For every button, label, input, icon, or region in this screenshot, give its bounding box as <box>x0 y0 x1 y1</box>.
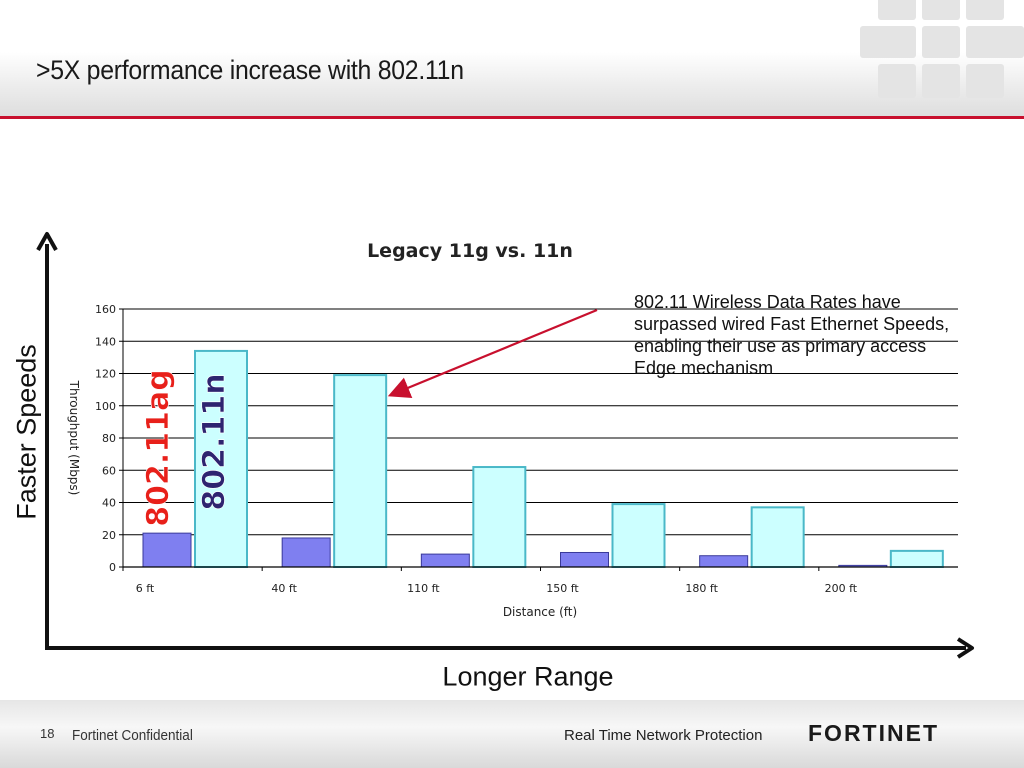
y-axis-arrowhead <box>36 232 58 251</box>
slide-title: >5X performance increase with 802.11n <box>36 55 464 85</box>
header-band <box>0 0 1024 116</box>
tagline: Real Time Network Protection <box>564 727 763 744</box>
header-decoration <box>860 0 1024 98</box>
y-tick-label: 100 <box>95 400 116 413</box>
series-label-80211ag: 802.11ag <box>141 369 176 527</box>
fortinet-logo: FORTINET <box>808 720 939 746</box>
y-tick-label: 20 <box>102 529 116 542</box>
bar-80211n <box>889 549 944 568</box>
y-tick-label: 60 <box>102 464 116 477</box>
fortinet-logo-text: FORTINET <box>808 720 939 746</box>
y-tick-label: 140 <box>95 335 116 348</box>
x-axis-arrowhead <box>956 637 974 659</box>
bar-80211n <box>472 466 527 568</box>
x-tick-label: 200 ft <box>825 582 858 595</box>
annotation-text: 802.11 Wireless Data Rates have surpasse… <box>634 292 950 378</box>
page-number: 18 <box>40 726 55 741</box>
bar-80211ag <box>420 553 470 568</box>
bar-80211ag <box>699 555 749 568</box>
y-tick-label: 120 <box>95 368 116 381</box>
x-tick-label: 150 ft <box>546 582 579 595</box>
longer-range-label: Longer Range <box>442 661 614 692</box>
bar-80211ag <box>281 537 331 568</box>
y-tick-label: 40 <box>102 497 116 510</box>
x-tick-label: 6 ft <box>136 582 155 595</box>
bar-chart: 0 20 40 60 80 100 120 140 160 6 ft 40 ft 110 ft 150 … <box>36 230 974 659</box>
header-accent-line <box>0 116 1024 119</box>
y-tick-label: 160 <box>95 303 116 316</box>
chart-title: Legacy 11g vs. 11n <box>367 240 573 262</box>
bar-80211ag <box>560 551 609 568</box>
confidential-label: Fortinet Confidential <box>72 727 193 744</box>
bar-80211n <box>611 503 666 568</box>
faster-speeds-label: Faster Speeds <box>11 344 42 520</box>
y-tick-label: 80 <box>102 432 116 445</box>
annotation-arrow <box>387 308 598 398</box>
series-label-80211n: 802.11n <box>197 373 232 510</box>
footer-band <box>0 700 1024 768</box>
x-axis-title: Distance (ft) <box>503 605 577 619</box>
x-tick-label: 110 ft <box>407 582 440 595</box>
x-tick-label: 40 ft <box>271 582 297 595</box>
y-tick-label: 0 <box>109 561 116 574</box>
y-axis-title: Throughput (Mbps) <box>67 380 81 496</box>
bar-80211n <box>750 506 805 568</box>
x-tick-label: 180 ft <box>685 582 718 595</box>
bar-80211n <box>333 374 388 568</box>
bar-80211ag <box>142 532 192 568</box>
